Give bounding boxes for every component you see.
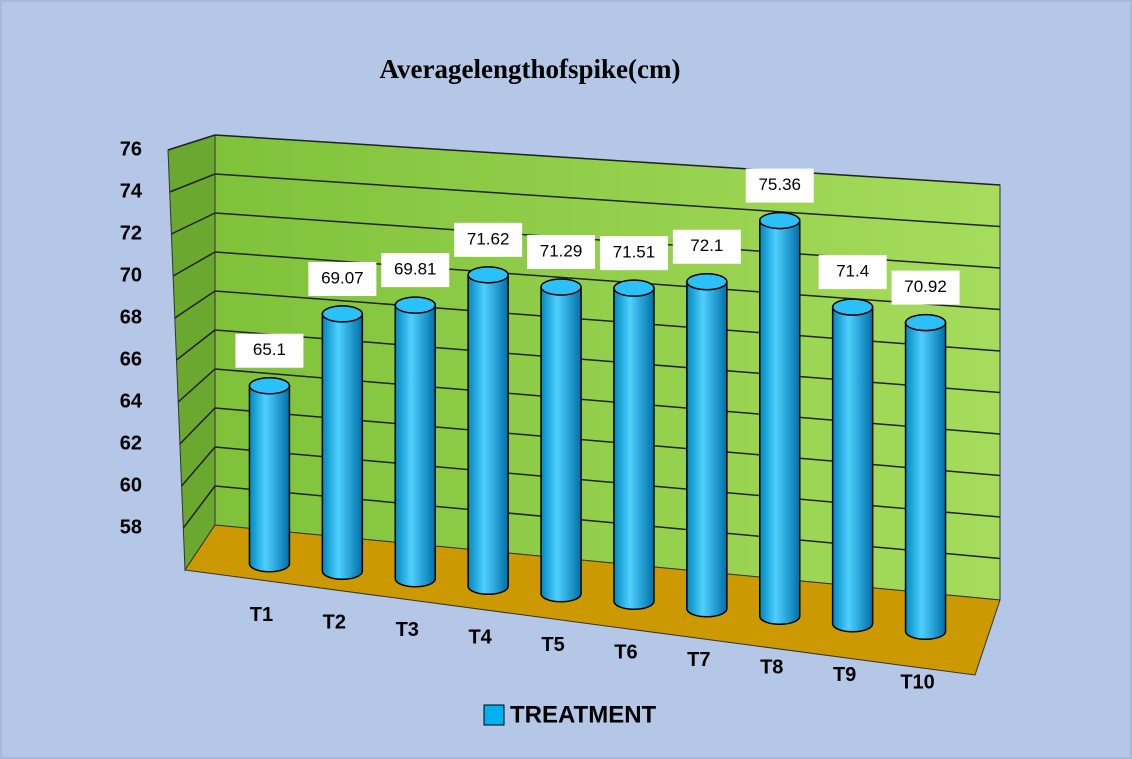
grid-line <box>214 173 1001 228</box>
x-tick-label: T8 <box>760 657 783 679</box>
x-tick-label: T6 <box>614 642 637 664</box>
y-tick-label: 58 <box>120 516 142 538</box>
value-label-box <box>672 229 741 264</box>
value-label: 69.81 <box>394 260 437 279</box>
bar-top <box>831 298 874 316</box>
value-label: 71.4 <box>836 262 869 281</box>
bar-body <box>759 219 801 625</box>
bar <box>686 272 728 618</box>
value-label: 71.29 <box>540 241 583 260</box>
floor <box>184 524 1001 676</box>
value-label: 69.07 <box>321 268 364 287</box>
y-tick-label: 64 <box>120 390 143 412</box>
bar-body <box>613 287 655 610</box>
bar-top <box>248 376 291 395</box>
value-label: 70.92 <box>904 277 947 296</box>
grid-line <box>179 407 216 445</box>
value-label-box <box>818 255 887 290</box>
bar-body <box>321 313 364 580</box>
bar-top <box>904 313 947 332</box>
bar-top <box>759 211 801 230</box>
x-tick-label: T3 <box>396 619 419 641</box>
grid-line <box>174 290 216 319</box>
y-tick-label: 60 <box>120 474 142 496</box>
bar <box>248 376 291 573</box>
bar <box>613 279 655 610</box>
x-tick-label: T5 <box>541 634 564 656</box>
bar <box>831 298 874 633</box>
x-tick-label: T4 <box>468 627 492 649</box>
bar-top <box>321 305 364 323</box>
legend-label: TREATMENT <box>510 701 657 728</box>
grid-line <box>181 446 216 487</box>
bar-body <box>540 286 582 603</box>
bar-body <box>394 304 436 588</box>
bar-body <box>831 306 874 633</box>
grid-line <box>182 485 216 529</box>
bar-top <box>686 272 728 291</box>
value-label: 75.36 <box>758 175 801 194</box>
grid-line <box>167 134 216 151</box>
y-tick-label: 66 <box>120 348 142 370</box>
bar-top <box>467 266 509 284</box>
bar-body <box>467 274 509 595</box>
legend-swatch <box>483 704 505 726</box>
x-tick-label: T9 <box>833 664 856 686</box>
bar <box>321 305 364 580</box>
value-label: 71.51 <box>613 243 656 262</box>
x-tick-label: T10 <box>900 672 934 694</box>
bar-top <box>540 278 582 296</box>
bar-body <box>686 280 728 618</box>
value-label-box <box>235 333 304 368</box>
value-label-box <box>891 270 960 305</box>
x-tick-label: T1 <box>250 604 273 626</box>
value-label-box <box>527 234 596 269</box>
grid-line <box>172 251 216 277</box>
y-tick-label: 62 <box>120 432 142 454</box>
bar <box>394 296 436 588</box>
value-label: 65.1 <box>253 340 286 359</box>
bar <box>467 266 509 595</box>
grid-line <box>169 173 216 193</box>
x-tick-label: T2 <box>323 612 346 634</box>
grid-line <box>214 251 1001 311</box>
value-label-box <box>599 236 668 271</box>
y-tick-label: 72 <box>120 222 142 244</box>
y-tick-label: 68 <box>120 306 142 328</box>
value-label: 72.1 <box>690 236 723 255</box>
bar-body <box>248 384 291 573</box>
bar <box>759 211 801 625</box>
grid-line <box>177 368 216 403</box>
grid-line <box>176 329 216 361</box>
value-label-box <box>745 168 814 203</box>
grid-line <box>214 134 1001 186</box>
y-tick-label: 74 <box>120 180 143 202</box>
x-tick-label: T7 <box>687 649 710 671</box>
bar-top <box>613 279 655 297</box>
value-label-box <box>308 261 377 296</box>
chart-title: Averagelengthofspike(cm) <box>380 54 681 84</box>
y-tick-label: 76 <box>120 138 142 160</box>
value-label-box <box>381 253 450 288</box>
bar-body <box>904 321 947 640</box>
grid-line <box>171 212 216 235</box>
bar <box>540 278 582 603</box>
bar-top <box>394 296 436 314</box>
bar <box>904 313 947 640</box>
value-label: 71.62 <box>467 229 510 248</box>
value-label-box <box>454 222 523 257</box>
y-tick-label: 70 <box>120 264 142 286</box>
